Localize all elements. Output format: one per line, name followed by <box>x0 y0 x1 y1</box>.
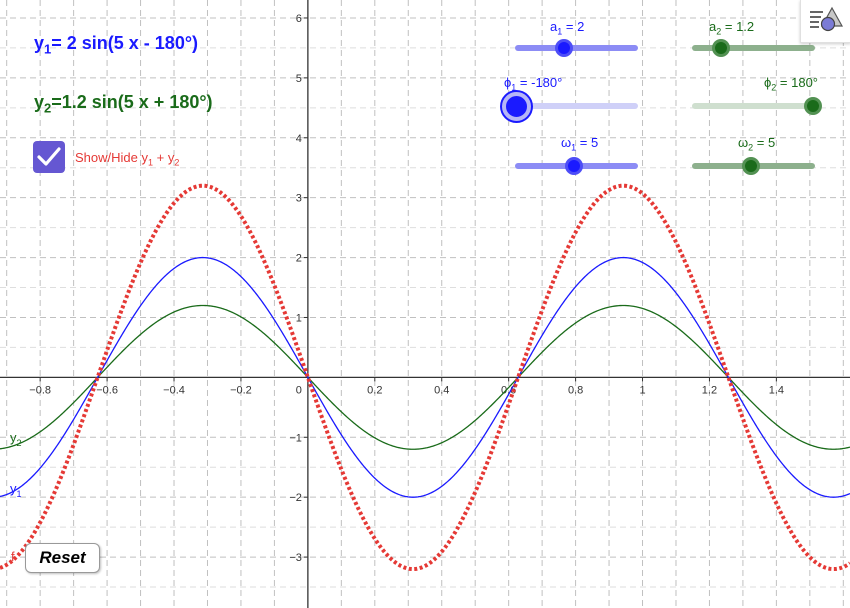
show-hide-label-sub2: 2 <box>174 157 180 168</box>
slider-omega1-handle[interactable] <box>565 157 583 175</box>
slider-phi2-track[interactable] <box>692 103 815 109</box>
curve-y2 <box>0 304 850 450</box>
slider-a2-handle[interactable] <box>712 39 730 57</box>
slider-omega2-sub: 2 <box>748 142 754 153</box>
equation-y1-sub: 1 <box>44 41 52 57</box>
x-tick-label: −0.2 <box>230 384 252 396</box>
x-tick-label: 1.2 <box>702 384 717 396</box>
equation-y2-name: y <box>34 92 45 112</box>
style-bar-toggle-button[interactable] <box>800 0 850 43</box>
x-tick-label: 0.2 <box>367 384 382 396</box>
x-tick-label: −0.6 <box>96 384 118 396</box>
slider-phi1-handle[interactable] <box>502 92 531 121</box>
slider-phi2-label: ϕ2 = 180° <box>764 75 818 93</box>
curve-label-y1-name: y <box>10 481 17 496</box>
y-tick-label: −1 <box>289 432 302 444</box>
slider-a2-sym: a <box>709 19 717 34</box>
slider-a2-eq: = 1.2 <box>721 19 755 34</box>
style-bar-icon <box>810 6 844 32</box>
reset-button[interactable]: Reset <box>25 543 100 573</box>
curve-label-y2-name: y <box>10 430 17 445</box>
slider-a2-label: a2 = 1.2 <box>709 19 754 37</box>
checkmark-icon <box>37 147 61 166</box>
curve-label-y2-sub: 2 <box>17 438 22 448</box>
curve-label-y2: y2 <box>10 430 22 448</box>
slider-omega2-sym: ω <box>738 135 749 150</box>
show-hide-label-mid: + y <box>153 150 175 165</box>
y-tick-label: −2 <box>289 492 302 504</box>
slider-phi2-eq: = 180° <box>776 75 819 90</box>
equation-y2-sub: 2 <box>44 100 52 116</box>
equation-y1: y1= 2 sin(5 x - 180°) <box>34 33 198 57</box>
slider-omega1-sub: 1 <box>571 142 577 153</box>
slider-a1-track[interactable] <box>515 45 638 51</box>
y-tick-label: 1 <box>296 312 302 324</box>
equation-y1-name: y <box>34 33 45 53</box>
slider-a2-sub: 2 <box>716 26 722 37</box>
slider-phi1-sub: 1 <box>511 82 517 93</box>
slider-a1-sub: 1 <box>557 26 563 37</box>
slider-a1-sym: a <box>550 19 558 34</box>
x-tick-label: 1.4 <box>769 384 784 396</box>
slider-omega1-label: ω1 = 5 <box>561 135 598 153</box>
slider-a1-label: a1 = 2 <box>550 19 584 37</box>
y-tick-label: 3 <box>296 193 302 205</box>
curve-y1 <box>0 256 850 498</box>
slider-omega2-eq: = 5 <box>753 135 776 150</box>
slider-phi2-sub: 2 <box>771 82 777 93</box>
slider-a1-handle[interactable] <box>555 39 573 57</box>
y-tick-label: 5 <box>296 73 302 85</box>
show-hide-label-text: Show/Hide y <box>75 150 148 165</box>
y-tick-label: 6 <box>296 13 302 25</box>
equation-y2-rhs: =1.2 sin(5 x + 180°) <box>51 92 213 112</box>
slider-phi2-handle[interactable] <box>804 97 822 115</box>
slider-omega1-sym: ω <box>561 135 572 150</box>
equation-y1-rhs: = 2 sin(5 x - 180°) <box>51 33 199 53</box>
show-hide-label-sub1: 1 <box>147 157 153 168</box>
slider-phi2-sym: ϕ <box>764 75 772 90</box>
show-hide-checkbox[interactable] <box>33 141 65 173</box>
y-tick-label: 4 <box>296 133 302 145</box>
curve-label-y1: y1 <box>10 481 22 499</box>
x-tick-label: −0.4 <box>163 384 185 396</box>
slider-phi1-eq: = -180° <box>516 75 563 90</box>
curve-label-f-name: f <box>11 549 15 564</box>
slider-a2-track[interactable] <box>692 45 815 51</box>
slider-omega2-handle[interactable] <box>742 157 760 175</box>
curve-label-y1-sub: 1 <box>17 489 22 499</box>
slider-phi1-track[interactable] <box>515 103 638 109</box>
y-tick-label: 2 <box>296 253 302 265</box>
equation-y2: y2=1.2 sin(5 x + 180°) <box>34 92 213 116</box>
x-tick-label: 1 <box>639 384 645 396</box>
x-tick-label: 0.8 <box>568 384 583 396</box>
y-tick-label: −3 <box>289 552 302 564</box>
slider-omega2-label: ω2 = 5 <box>738 135 775 153</box>
slider-phi1-sym: ϕ <box>504 75 512 90</box>
slider-a1-eq: = 2 <box>562 19 585 34</box>
slider-phi1-label: ϕ1 = -180° <box>504 75 562 93</box>
slider-omega1-eq: = 5 <box>576 135 599 150</box>
origin-label: 0 <box>296 384 302 396</box>
x-tick-label: 0.4 <box>434 384 449 396</box>
curve-label-f: f <box>11 549 15 564</box>
x-tick-label: −0.8 <box>29 384 51 396</box>
show-hide-label: Show/Hide y1 + y2 <box>75 150 179 168</box>
curve-f-sum <box>0 183 850 572</box>
